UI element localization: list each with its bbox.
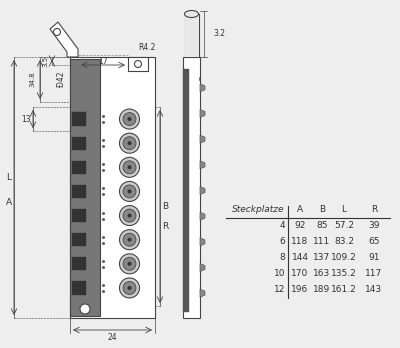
Polygon shape — [200, 212, 205, 220]
Circle shape — [120, 157, 140, 177]
Polygon shape — [200, 238, 205, 246]
Circle shape — [128, 286, 132, 290]
Polygon shape — [200, 263, 205, 271]
Circle shape — [123, 233, 136, 246]
Bar — [72, 112, 86, 126]
Circle shape — [128, 189, 132, 193]
Text: 117: 117 — [365, 269, 383, 278]
Circle shape — [120, 206, 140, 226]
Polygon shape — [200, 84, 205, 92]
Bar — [72, 136, 86, 150]
Bar — [70, 59, 100, 316]
Circle shape — [120, 254, 140, 274]
Text: 196: 196 — [291, 285, 309, 294]
Text: 111: 111 — [313, 237, 331, 246]
Circle shape — [128, 238, 132, 242]
Circle shape — [128, 117, 132, 121]
Circle shape — [128, 141, 132, 145]
Bar — [72, 281, 86, 294]
Text: 161.2: 161.2 — [331, 285, 357, 294]
Bar — [72, 209, 86, 222]
Polygon shape — [200, 135, 205, 143]
Polygon shape — [200, 187, 205, 195]
Polygon shape — [200, 161, 205, 169]
Text: A: A — [297, 206, 303, 214]
Bar — [72, 185, 86, 198]
Text: 24: 24 — [108, 332, 117, 341]
Circle shape — [123, 161, 136, 174]
Ellipse shape — [184, 10, 198, 17]
Text: 3.2: 3.2 — [214, 30, 226, 39]
Text: B: B — [319, 206, 325, 214]
Text: R4.2: R4.2 — [138, 42, 155, 52]
Bar — [183, 69, 189, 312]
Text: 83.2: 83.2 — [334, 237, 354, 246]
Circle shape — [123, 137, 136, 150]
Circle shape — [54, 29, 60, 35]
Bar — [72, 161, 86, 174]
Bar — [72, 257, 86, 270]
Text: 13: 13 — [21, 114, 31, 124]
Circle shape — [123, 112, 136, 126]
Text: 92: 92 — [294, 221, 306, 230]
Bar — [184, 14, 198, 57]
Text: 17: 17 — [98, 56, 108, 65]
Text: L: L — [6, 173, 12, 182]
Polygon shape — [200, 289, 205, 297]
Text: 85: 85 — [316, 221, 328, 230]
Text: 6: 6 — [279, 237, 285, 246]
Text: B: B — [162, 202, 168, 211]
Circle shape — [123, 257, 136, 270]
Polygon shape — [200, 110, 205, 118]
Circle shape — [120, 230, 140, 250]
Text: 4: 4 — [279, 221, 285, 230]
Text: 34.8: 34.8 — [29, 72, 35, 87]
Text: 163: 163 — [313, 269, 331, 278]
Circle shape — [128, 214, 132, 218]
Text: 137: 137 — [313, 253, 331, 262]
Bar — [70, 57, 155, 318]
Bar — [72, 233, 86, 246]
Text: A: A — [6, 198, 12, 207]
Text: 135.2: 135.2 — [331, 269, 357, 278]
Text: 91: 91 — [368, 253, 380, 262]
Text: 109.2: 109.2 — [331, 253, 357, 262]
Text: 143: 143 — [366, 285, 382, 294]
Text: 3.5: 3.5 — [42, 55, 48, 66]
Text: Ð42: Ð42 — [58, 71, 66, 87]
Text: Steckplatze: Steckplatze — [232, 206, 284, 214]
Text: R: R — [371, 206, 377, 214]
Polygon shape — [50, 22, 78, 57]
Text: 189: 189 — [313, 285, 331, 294]
Text: R: R — [162, 222, 168, 231]
Bar — [128, 57, 148, 71]
Text: 57.2: 57.2 — [334, 221, 354, 230]
Circle shape — [120, 109, 140, 129]
Text: 39: 39 — [368, 221, 380, 230]
Text: 118: 118 — [291, 237, 309, 246]
Bar — [183, 57, 200, 318]
Text: 170: 170 — [291, 269, 309, 278]
Circle shape — [123, 209, 136, 222]
Text: 8: 8 — [279, 253, 285, 262]
Circle shape — [120, 133, 140, 153]
Text: 144: 144 — [292, 253, 308, 262]
Circle shape — [80, 304, 90, 314]
Text: 12: 12 — [274, 285, 285, 294]
Circle shape — [128, 165, 132, 169]
Circle shape — [120, 278, 140, 298]
Circle shape — [134, 61, 142, 68]
Text: 65: 65 — [368, 237, 380, 246]
Circle shape — [123, 185, 136, 198]
Circle shape — [128, 262, 132, 266]
Text: 10: 10 — [274, 269, 285, 278]
Circle shape — [120, 181, 140, 201]
Circle shape — [123, 282, 136, 294]
Text: L: L — [342, 206, 346, 214]
